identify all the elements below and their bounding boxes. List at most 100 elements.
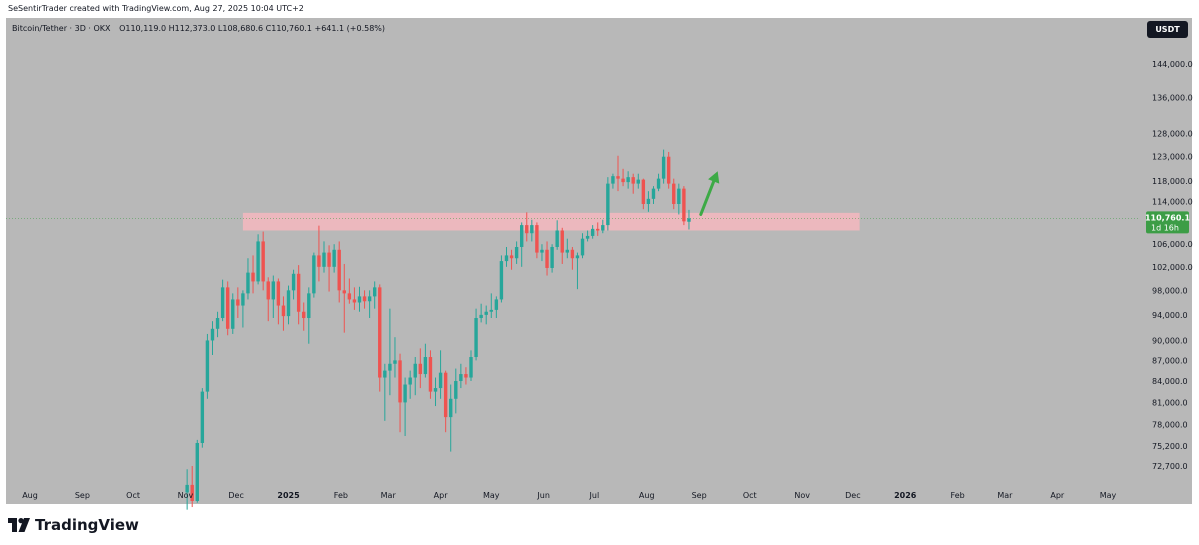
x-tick-label: Nov <box>178 491 194 500</box>
candle-down <box>317 255 321 267</box>
candle-up <box>565 249 570 253</box>
y-tick-label: 114,000.0 <box>1152 197 1193 206</box>
candle-up <box>585 235 590 239</box>
x-tick-label: 2025 <box>277 491 300 500</box>
x-tick-label: Aug <box>22 491 38 500</box>
candle-up <box>231 299 235 329</box>
candle-up <box>200 391 205 443</box>
symbol-label[interactable]: Bitcoin/Tether · 3D · OKX <box>12 24 111 33</box>
candle-down <box>621 178 625 183</box>
footer-brand[interactable]: TradingView <box>8 516 139 534</box>
candle-up <box>687 218 691 222</box>
last-price-value: 110,760.1 <box>1145 213 1190 222</box>
brand-name: TradingView <box>35 516 139 534</box>
candle-up <box>580 238 585 256</box>
candle-up <box>479 314 483 319</box>
candle-up <box>312 255 316 294</box>
y-tick-label: 72,700.0 <box>1152 462 1188 471</box>
candle-down <box>570 249 575 259</box>
candle-down <box>337 249 341 291</box>
candle-down <box>596 228 600 231</box>
candle-down <box>347 293 352 300</box>
candle-up <box>388 363 392 371</box>
candle-down <box>296 273 301 312</box>
x-tick-label: May <box>483 491 500 500</box>
candle-up <box>423 357 428 375</box>
candle-down <box>362 296 367 302</box>
candle-up <box>575 255 580 259</box>
countdown-value: 1d 16h <box>1151 223 1179 232</box>
candle-up <box>611 176 615 184</box>
candle-down <box>525 225 529 234</box>
candle-down <box>443 372 448 418</box>
attribution-text: SeSentirTrader created with TradingView.… <box>8 4 304 13</box>
candle-up <box>519 225 524 247</box>
last-price-badge <box>1146 211 1189 234</box>
candle-down <box>378 287 382 378</box>
x-tick-label: Feb <box>951 491 965 500</box>
price-axis: 144,000.0 136,000.0 128,000.0 123,000.0 118,… <box>1152 60 1193 471</box>
candle-up <box>540 249 544 253</box>
candle-up <box>307 293 311 319</box>
x-tick-label: Nov <box>794 491 810 500</box>
candle-down <box>509 255 514 259</box>
candle-up <box>185 484 189 493</box>
candle-up <box>484 311 488 315</box>
candle-down <box>352 299 357 303</box>
candle-up <box>661 156 666 179</box>
arrow-layer <box>699 171 720 216</box>
y-tick-label: 81,000.0 <box>1152 398 1188 407</box>
candle-up <box>195 442 199 502</box>
candle-down <box>251 272 255 282</box>
candle-down <box>225 287 230 329</box>
candle-up <box>514 246 519 259</box>
candle-up <box>205 340 210 392</box>
candle-down <box>266 281 270 300</box>
x-tick-label: Apr <box>434 491 449 500</box>
candle-up <box>489 309 493 312</box>
candle-down <box>641 179 646 204</box>
candle-up <box>494 299 499 310</box>
candle-down <box>302 311 306 319</box>
candle-up <box>651 188 656 199</box>
candle-up <box>590 228 595 236</box>
candle-down <box>560 230 564 253</box>
candle-up <box>601 225 605 231</box>
candle-up <box>210 328 215 341</box>
candle-up <box>469 357 473 378</box>
x-tick-label: Sep <box>692 491 707 500</box>
y-tick-label: 128,000.0 <box>1152 129 1193 138</box>
candle-up <box>291 273 296 291</box>
candle-up <box>636 179 640 184</box>
candle-up <box>271 281 276 300</box>
resistance-zone-layer <box>242 212 860 231</box>
candle-up <box>383 370 387 378</box>
resistance-zone <box>242 212 860 231</box>
tradingview-logo-icon <box>8 518 30 532</box>
candle-down <box>535 225 539 253</box>
x-tick-label: Feb <box>334 491 348 500</box>
x-tick-label: Apr <box>1050 491 1065 500</box>
y-tick-label: 90,000.0 <box>1152 336 1188 345</box>
y-tick-label: 78,000.0 <box>1152 421 1188 430</box>
x-tick-label: Sep <box>75 491 90 500</box>
candle-down <box>261 241 265 282</box>
y-tick-label: 136,000.0 <box>1152 94 1193 103</box>
candle-up <box>433 388 438 392</box>
candle-up <box>606 183 610 226</box>
open-value: O110,119.0 <box>119 24 167 33</box>
currency-button[interactable]: USDT <box>1147 21 1188 38</box>
x-tick-label: 2026 <box>894 491 917 500</box>
candle-down <box>236 299 240 306</box>
y-tick-label: 84,000.0 <box>1152 377 1188 386</box>
y-tick-label: 98,000.0 <box>1152 286 1188 295</box>
y-tick-label: 94,000.0 <box>1152 311 1188 320</box>
candle-down <box>682 188 686 222</box>
last-price-label: 110,760.1 1d 16h <box>1145 211 1190 234</box>
candle-up <box>626 177 630 183</box>
candle-down <box>418 363 423 375</box>
close-value: C110,760.1 <box>265 24 312 33</box>
x-tick-label: Oct <box>126 491 140 500</box>
candle-up <box>357 296 362 303</box>
